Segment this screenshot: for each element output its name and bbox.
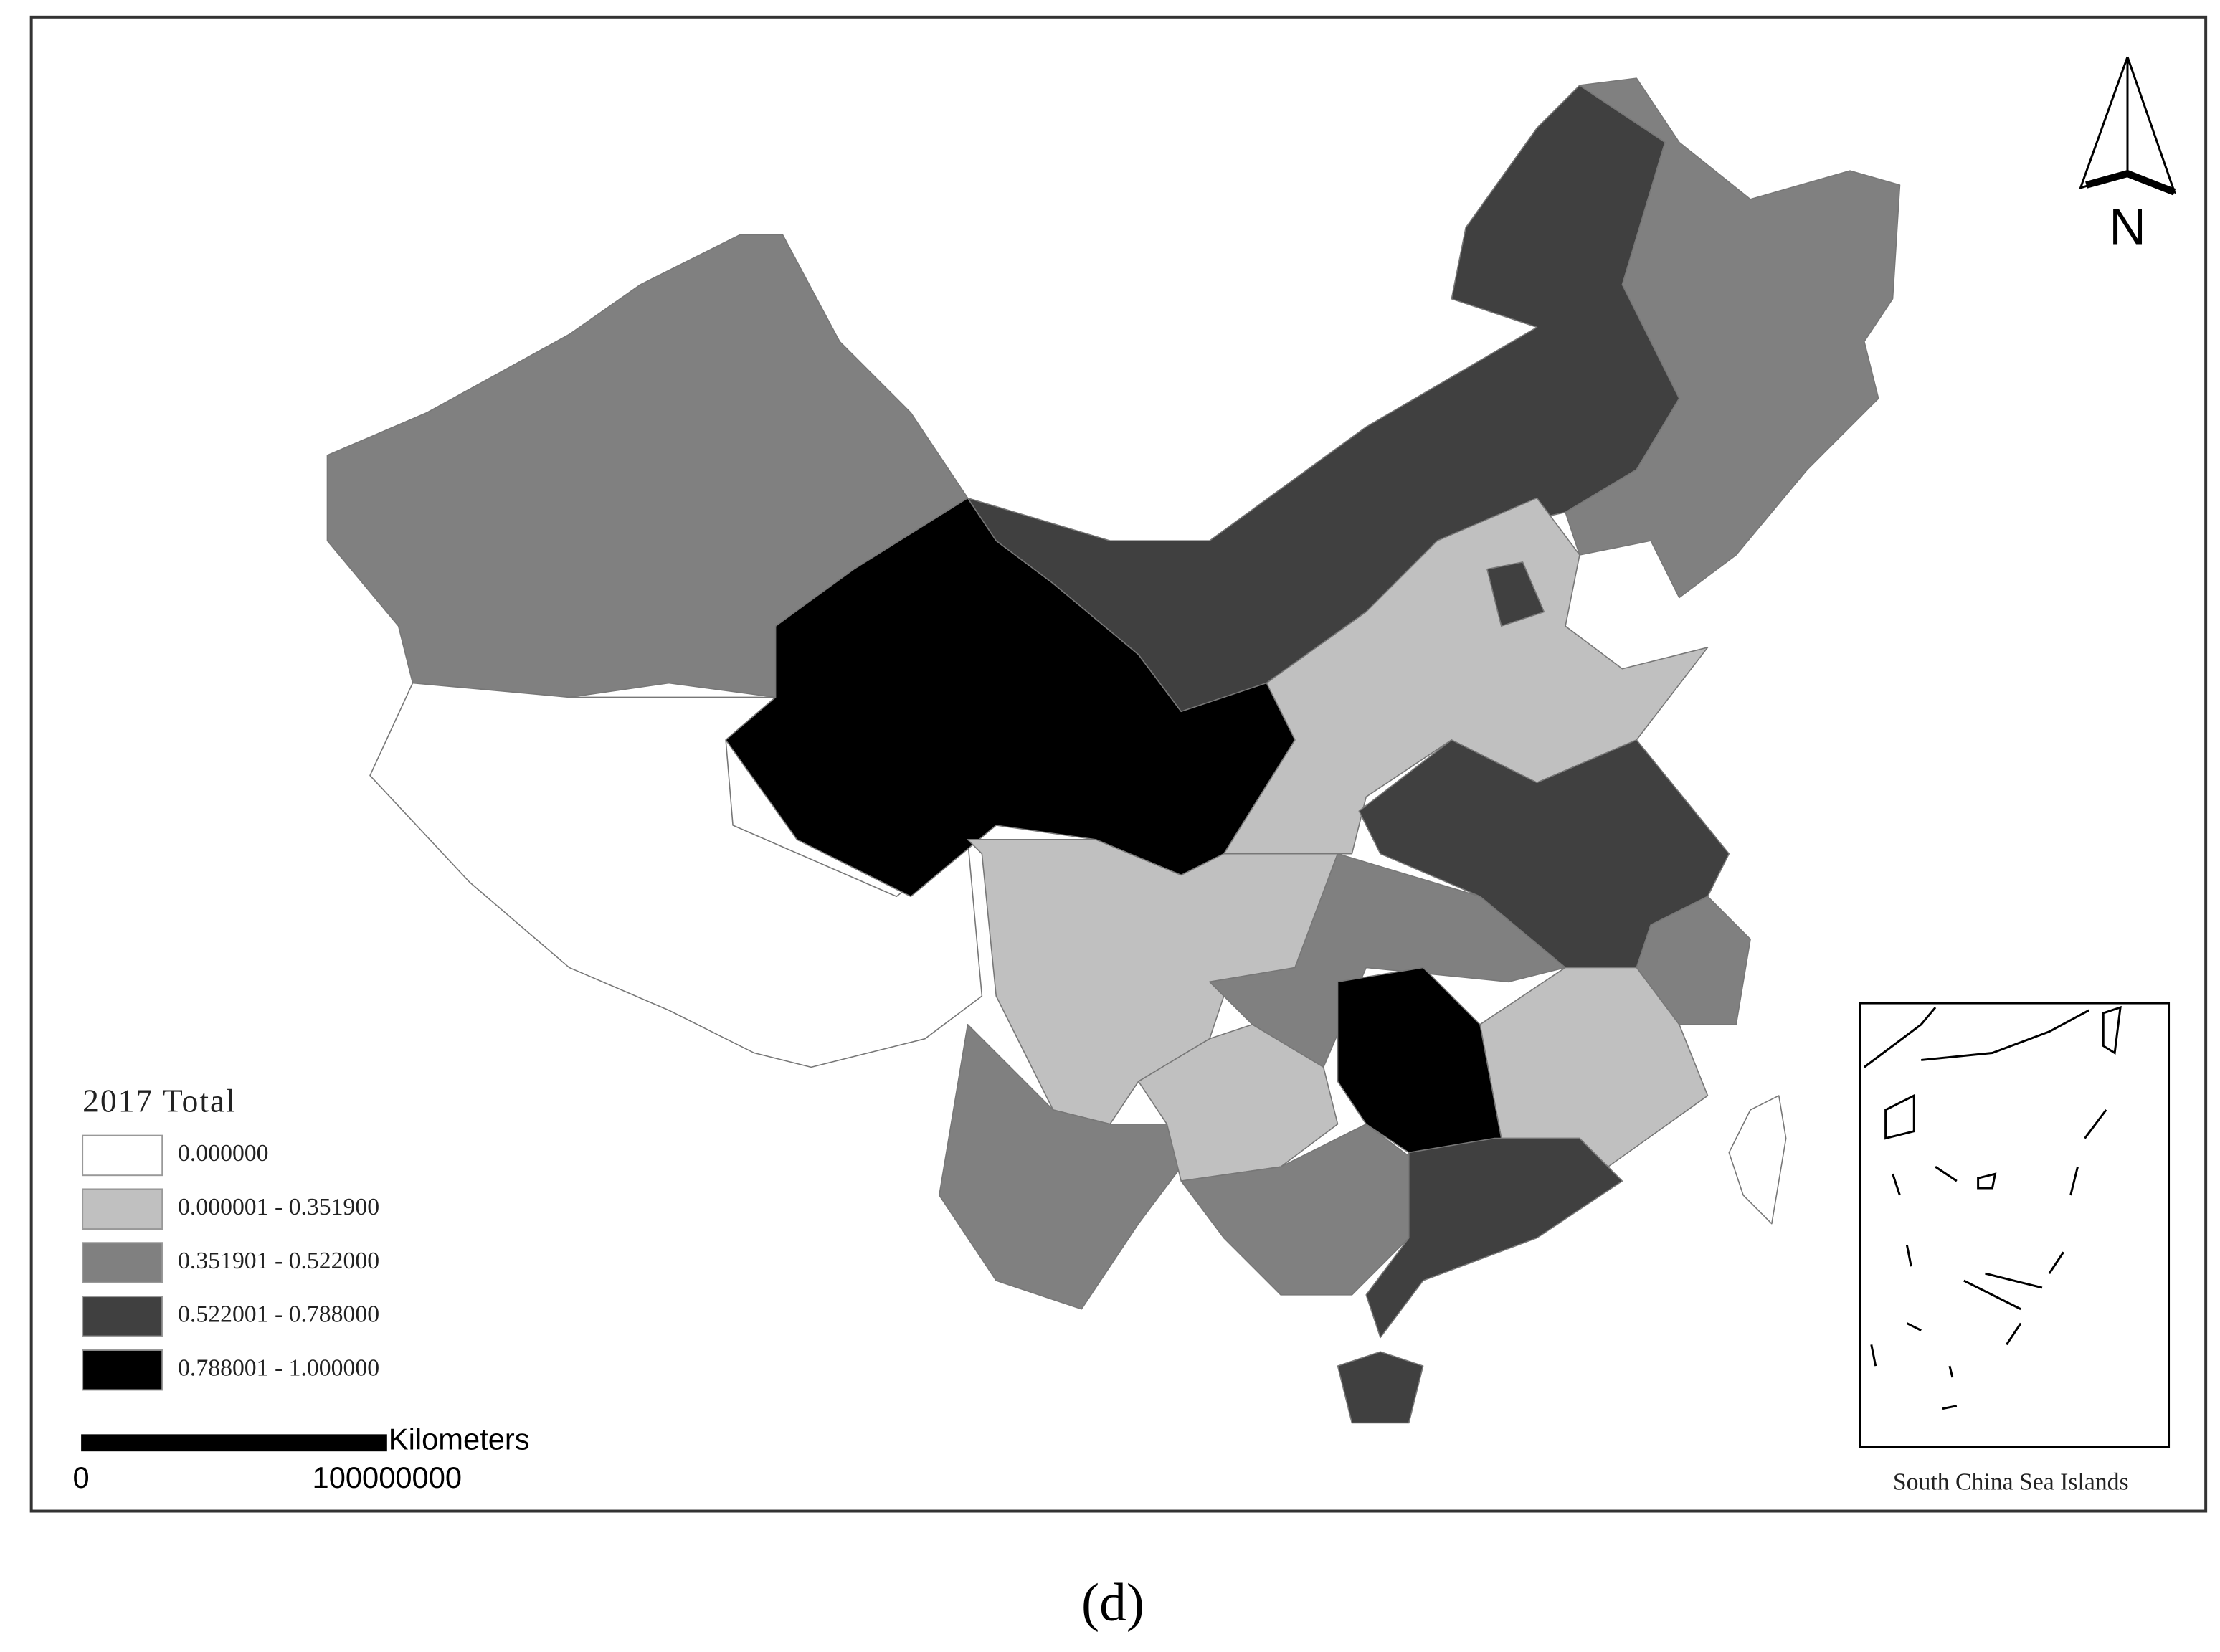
region	[1486, 561, 1545, 627]
caption: (d)	[1081, 1573, 1144, 1633]
scale-bar-rect	[81, 1434, 387, 1452]
legend-title: 2017 Total	[82, 1082, 237, 1119]
legend-swatch	[82, 1349, 163, 1391]
region	[967, 839, 1339, 1125]
legend-label: 0.522001 - 0.788000	[178, 1301, 379, 1328]
region	[1728, 1095, 1787, 1225]
provinces	[326, 77, 1901, 1424]
legend-label: 0.000000	[178, 1140, 268, 1167]
legend-swatch	[82, 1188, 163, 1230]
legend-swatch	[82, 1296, 163, 1337]
scale-label: 0	[73, 1461, 90, 1494]
region	[939, 1024, 1182, 1310]
inset-label: South China Sea Islands	[1893, 1469, 2129, 1496]
inset: South China Sea Islands	[1859, 1002, 2171, 1496]
scale-bar: Kilometers 0 100000000	[73, 1422, 530, 1494]
north-arrow: N	[2079, 56, 2176, 255]
legend-swatch	[82, 1134, 163, 1177]
region	[1137, 1024, 1339, 1182]
inset-frame	[1859, 1002, 2171, 1448]
legend-label: 0.788001 - 1.000000	[178, 1354, 379, 1381]
region	[1365, 1137, 1623, 1339]
arrow-base	[2085, 169, 2176, 196]
legend-label: 0.351901 - 0.522000	[178, 1248, 379, 1274]
legend-swatch	[82, 1242, 163, 1283]
scale-unit: Kilometers	[389, 1422, 530, 1456]
region	[1337, 1351, 1424, 1424]
legend: 2017 Total 0.000000 0.000001 - 0.351900 0.…	[82, 1082, 379, 1391]
inset-coast	[1863, 1005, 2122, 1410]
region	[1565, 77, 1901, 599]
scale-label: 100000000	[313, 1461, 463, 1494]
legend-label: 0.000001 - 0.351900	[178, 1194, 379, 1220]
north-label: N	[2109, 198, 2146, 255]
